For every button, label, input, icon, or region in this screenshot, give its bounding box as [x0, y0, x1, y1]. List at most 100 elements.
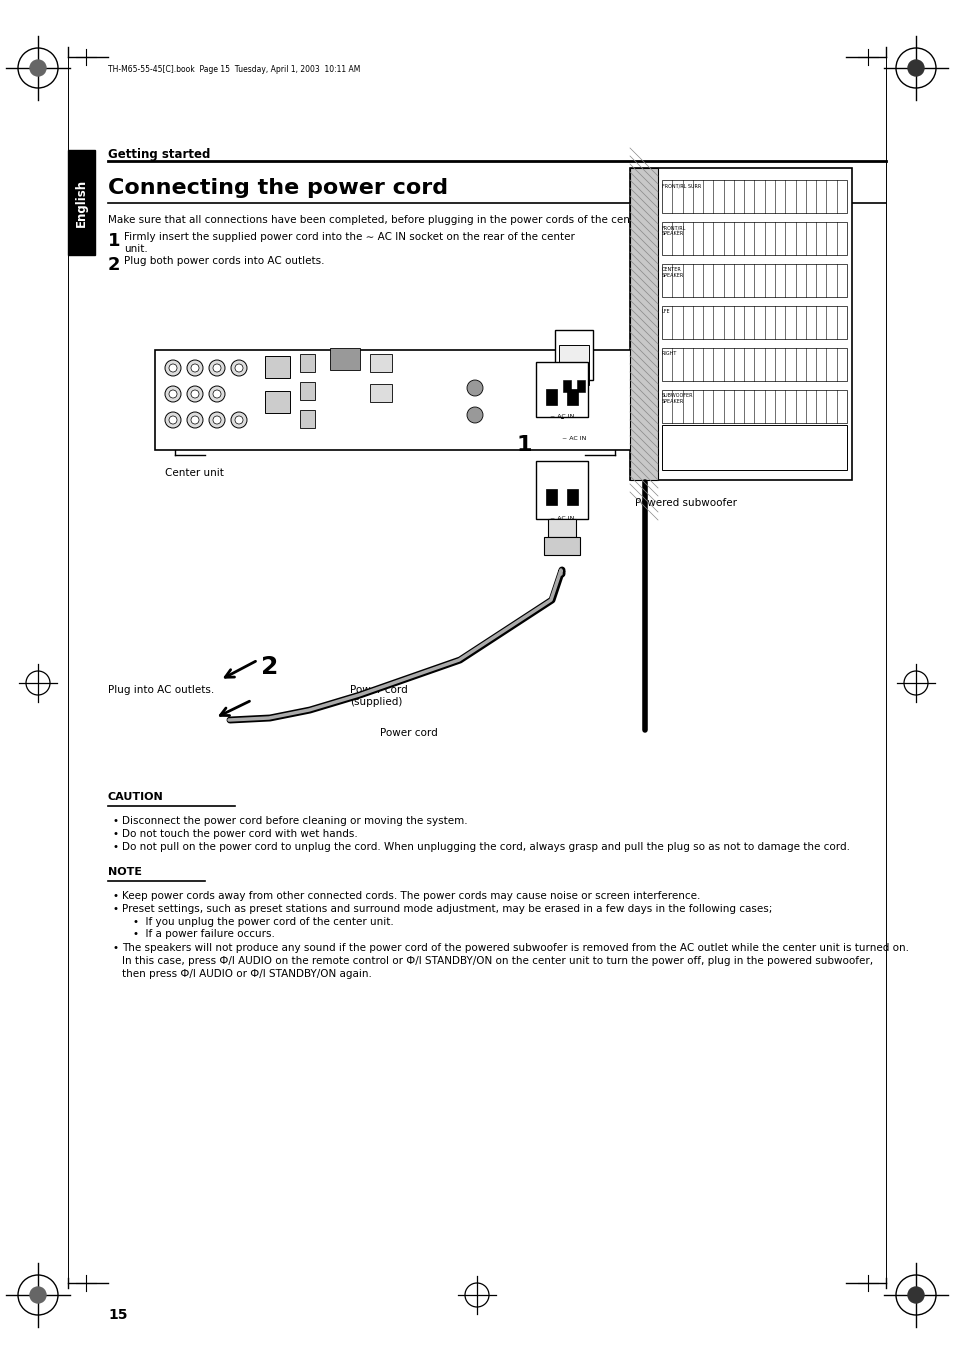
- Circle shape: [213, 416, 221, 424]
- Circle shape: [169, 390, 177, 399]
- Bar: [543, 536, 579, 555]
- Circle shape: [165, 386, 181, 403]
- Circle shape: [907, 1288, 923, 1302]
- Text: •  If a power failure occurs.: • If a power failure occurs.: [132, 929, 274, 939]
- Bar: [661, 222, 846, 255]
- Bar: [661, 390, 846, 423]
- Text: In this case, press Ф/I AUDIO on the remote control or Ф/I STANDBY/ON on the cen: In this case, press Ф/I AUDIO on the rem…: [122, 957, 872, 966]
- Bar: [555, 330, 593, 380]
- Text: 1: 1: [516, 435, 531, 455]
- Circle shape: [907, 59, 923, 76]
- Text: Plug both power cords into AC outlets.: Plug both power cords into AC outlets.: [124, 255, 324, 266]
- Text: Power cord: Power cord: [379, 728, 437, 738]
- Text: 15: 15: [108, 1308, 128, 1323]
- Circle shape: [234, 363, 243, 372]
- Bar: [629, 168, 851, 480]
- Circle shape: [213, 390, 221, 399]
- Text: •: •: [112, 943, 119, 952]
- Circle shape: [231, 359, 247, 376]
- Text: 2: 2: [261, 655, 278, 680]
- Bar: [566, 389, 578, 405]
- Bar: [661, 349, 846, 381]
- Bar: [547, 519, 576, 536]
- Circle shape: [187, 386, 203, 403]
- Text: TH-M65-55-45[C].book  Page 15  Tuesday, April 1, 2003  10:11 AM: TH-M65-55-45[C].book Page 15 Tuesday, Ap…: [108, 65, 360, 74]
- Bar: [299, 354, 314, 372]
- Bar: [661, 426, 846, 470]
- Bar: [661, 305, 846, 339]
- Text: •  If you unplug the power cord of the center unit.: • If you unplug the power cord of the ce…: [132, 917, 394, 927]
- Bar: [370, 354, 392, 372]
- Text: •: •: [112, 830, 119, 839]
- Circle shape: [187, 359, 203, 376]
- Text: ~ AC IN: ~ AC IN: [549, 516, 574, 521]
- Bar: [562, 380, 571, 392]
- Text: FRONT/RL SURR: FRONT/RL SURR: [661, 182, 700, 188]
- Text: •: •: [112, 904, 119, 915]
- Text: CAUTION: CAUTION: [108, 792, 164, 802]
- Circle shape: [231, 412, 247, 428]
- Text: Power cord
(supplied): Power cord (supplied): [350, 685, 407, 707]
- Text: Keep power cords away from other connected cords. The power cords may cause nois: Keep power cords away from other connect…: [122, 892, 700, 901]
- Bar: [545, 489, 557, 505]
- Text: ~ AC IN: ~ AC IN: [549, 413, 574, 419]
- Bar: [154, 350, 635, 450]
- Bar: [577, 380, 584, 392]
- Text: ~ AC IN: ~ AC IN: [561, 436, 585, 440]
- Circle shape: [209, 359, 225, 376]
- Text: •: •: [112, 816, 119, 825]
- Text: Do not touch the power cord with wet hands.: Do not touch the power cord with wet han…: [122, 830, 357, 839]
- Text: Plug into AC outlets.: Plug into AC outlets.: [108, 685, 214, 694]
- Text: Disconnect the power cord before cleaning or moving the system.: Disconnect the power cord before cleanin…: [122, 816, 467, 825]
- Circle shape: [30, 59, 46, 76]
- Text: English: English: [74, 178, 88, 227]
- Circle shape: [213, 363, 221, 372]
- Bar: [629, 168, 658, 480]
- Text: •: •: [112, 842, 119, 852]
- Text: Preset settings, such as preset stations and surround mode adjustment, may be er: Preset settings, such as preset stations…: [122, 904, 772, 915]
- Text: SUBWOOFER
SPEAKER: SUBWOOFER SPEAKER: [661, 393, 693, 404]
- Circle shape: [467, 380, 482, 396]
- Text: The speakers will not produce any sound if the power cord of the powered subwoof: The speakers will not produce any sound …: [122, 943, 908, 952]
- Bar: [299, 382, 314, 400]
- Bar: [558, 345, 588, 385]
- Circle shape: [209, 386, 225, 403]
- Bar: [265, 390, 290, 413]
- Text: •: •: [112, 892, 119, 901]
- Bar: [370, 384, 392, 403]
- Bar: [68, 150, 95, 255]
- Text: then press Ф/I AUDIO or Ф/I STANDBY/ON again.: then press Ф/I AUDIO or Ф/I STANDBY/ON a…: [122, 969, 372, 979]
- Text: Connecting the power cord: Connecting the power cord: [108, 178, 448, 199]
- Text: Do not pull on the power cord to unplug the cord. When unplugging the cord, alwa: Do not pull on the power cord to unplug …: [122, 842, 849, 852]
- Text: CENTER
SPEAKER: CENTER SPEAKER: [661, 267, 683, 278]
- Circle shape: [191, 363, 199, 372]
- Text: 1: 1: [108, 232, 120, 250]
- Circle shape: [209, 412, 225, 428]
- Text: Make sure that all connections have been completed, before plugging in the power: Make sure that all connections have been…: [108, 215, 799, 226]
- Bar: [661, 180, 846, 213]
- Text: Firmly insert the supplied power cord into the ∼ AC IN socket on the rear of the: Firmly insert the supplied power cord in…: [124, 232, 575, 254]
- Circle shape: [191, 416, 199, 424]
- Text: Getting started: Getting started: [108, 149, 211, 161]
- Bar: [299, 409, 314, 428]
- Text: RIGHT: RIGHT: [661, 351, 677, 357]
- Circle shape: [187, 412, 203, 428]
- Circle shape: [169, 363, 177, 372]
- Bar: [330, 349, 359, 370]
- Text: Center unit: Center unit: [165, 467, 224, 478]
- Bar: [536, 362, 587, 417]
- Text: LFE: LFE: [661, 309, 670, 313]
- Bar: [661, 432, 846, 465]
- Circle shape: [191, 390, 199, 399]
- Text: Powered subwoofer: Powered subwoofer: [635, 499, 737, 508]
- Circle shape: [169, 416, 177, 424]
- Bar: [545, 389, 557, 405]
- Circle shape: [234, 416, 243, 424]
- Text: FRONT/RL
SPEAKER: FRONT/RL SPEAKER: [661, 226, 685, 236]
- Bar: [661, 263, 846, 297]
- Text: 2: 2: [108, 255, 120, 274]
- Bar: [265, 357, 290, 378]
- Circle shape: [165, 412, 181, 428]
- Text: NOTE: NOTE: [108, 867, 142, 877]
- Bar: [566, 489, 578, 505]
